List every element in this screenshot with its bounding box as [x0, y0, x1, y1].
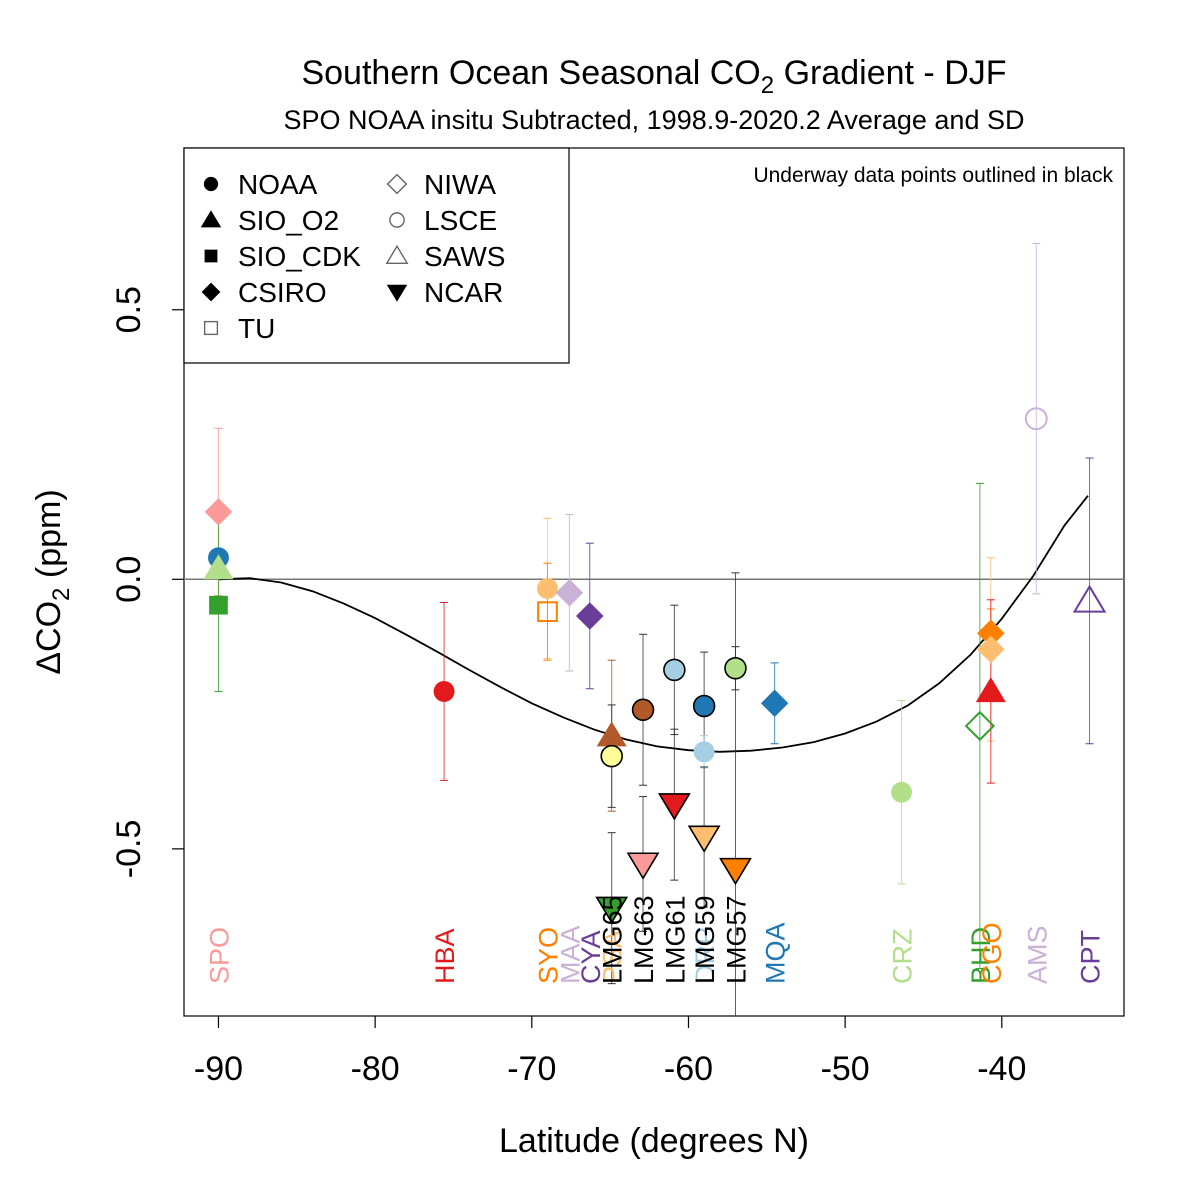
underway-annotation: Underway data points outlined in black: [753, 164, 1113, 187]
data-point-psa-10: [600, 744, 623, 768]
x-tick-label-3: -60: [664, 1050, 713, 1088]
data-point-syo-5: [537, 578, 558, 599]
legend-symbol-niwa: [386, 173, 408, 195]
chart-title: Southern Ocean Seasonal CO2 Gradient - D…: [301, 54, 1006, 99]
data-point-lmg57-20: [719, 857, 752, 886]
site-label-bhd: BHD: [966, 927, 996, 984]
data-point-lmg63-12: [631, 698, 655, 722]
x-axis-label: Latitude (degrees N): [499, 1122, 809, 1160]
site-label-crz: CRZ: [888, 929, 918, 985]
legend-label-sio_cdk: SIO_CDK: [238, 241, 361, 272]
legend-symbol-ncar: [386, 284, 408, 302]
data-point-syo-6: [537, 601, 558, 623]
data-point-maa-7: [555, 579, 584, 607]
plot-frame: [183, 147, 1125, 1017]
legend-symbol-tu: [203, 320, 219, 336]
chart-title-suffix: Gradient - DJF: [774, 54, 1006, 92]
legend-symbol-csiro: [201, 282, 221, 302]
data-point-mqa-21: [760, 689, 789, 718]
legend-label-tu: TU: [238, 313, 275, 344]
data-point-cgo-26: [975, 677, 1006, 703]
legend-label-csiro: CSIRO: [238, 277, 327, 308]
data-point-cgo-24: [977, 619, 1005, 647]
data-point-lmg63-13: [626, 852, 660, 880]
y-axis-label-suffix: (ppm): [30, 489, 68, 587]
legend-label-niwa: NIWA: [424, 169, 496, 200]
site-label-lmg63: LMG63: [629, 895, 659, 984]
legend-box: [183, 147, 570, 364]
x-tick-label-5: -40: [977, 1050, 1026, 1088]
data-point-lmg61-15: [657, 793, 691, 821]
site-label-syo: SYO: [534, 927, 564, 984]
y-tick-label-0: -0.5: [110, 820, 148, 879]
site-label-ams: AMS: [1022, 925, 1052, 984]
y-tick-label-2: 0.5: [110, 286, 148, 333]
data-point-drp-17: [693, 741, 715, 763]
data-point-spo-2: [203, 554, 234, 580]
data-point-lmg61-14: [663, 658, 686, 682]
legend-label-lsce: LSCE: [424, 205, 497, 236]
data-point-cya-8: [576, 602, 604, 630]
legend-symbol-sio_cdk: [204, 249, 218, 263]
site-label-lmg65: LMG65: [598, 895, 628, 984]
data-point-crz-22: [891, 781, 912, 803]
legend-symbol-sio_o2: [200, 210, 222, 228]
site-label-hba: HBA: [430, 928, 460, 984]
data-point-cpt-28: [1072, 584, 1107, 613]
site-label-lmg61: LMG61: [660, 895, 690, 984]
site-label-mqa: MQA: [761, 922, 791, 984]
data-point-ams-27: [1024, 407, 1048, 431]
x-tick-label-1: -80: [351, 1050, 400, 1088]
data-point-spo-1: [204, 498, 233, 526]
data-point-bhd-23: [964, 710, 996, 742]
legend-label-saws: SAWS: [424, 241, 505, 272]
site-label-cya: CYA: [576, 930, 606, 984]
site-label-psa: PSA: [598, 930, 628, 984]
site-label-spo: SPO: [205, 927, 235, 984]
chart-subtitle: SPO NOAA insitu Subtracted, 1998.9-2020.…: [284, 105, 1025, 135]
y-axis-label: ΔCO2 (ppm): [30, 489, 75, 674]
data-point-psa-9: [596, 721, 627, 747]
data-point-lmg57-19: [724, 657, 747, 680]
legend-label-noaa: NOAA: [238, 169, 318, 200]
data-point-lmg59-18: [687, 825, 721, 853]
y-tick-label-1: 0.0: [110, 556, 148, 603]
chart-title-subscript: 2: [761, 72, 774, 99]
fit-curve: [218, 495, 1089, 753]
legend-symbol-lsce: [389, 212, 405, 228]
site-label-drp: DRP: [690, 927, 720, 984]
legend-label-sio_o2: SIO_O2: [238, 205, 339, 236]
x-tick-label-4: -50: [821, 1050, 870, 1088]
site-label-lmg57: LMG57: [722, 895, 752, 984]
legend-label-ncar: NCAR: [424, 277, 503, 308]
y-axis-label-subscript: 2: [48, 588, 75, 601]
data-point-hba-4: [433, 680, 455, 702]
data-point-cgo-25: [977, 635, 1005, 664]
data-point-spo-3: [209, 595, 228, 615]
y-axis-label-main: ΔCO: [30, 601, 68, 675]
site-label-cgo: CGO: [977, 922, 1007, 984]
data-point-lmg65-11: [595, 896, 629, 925]
legend-symbol-noaa: [203, 176, 219, 192]
x-tick-label-2: -70: [507, 1050, 556, 1088]
site-label-maa: MAA: [555, 925, 585, 984]
site-label-cpt: CPT: [1076, 930, 1106, 984]
site-label-lmg59: LMG59: [690, 895, 720, 984]
chart-title-main: Southern Ocean Seasonal CO: [301, 54, 760, 92]
legend-symbol-saws: [385, 244, 409, 265]
data-point-drp-16: [692, 694, 716, 718]
x-tick-label-0: -90: [194, 1050, 243, 1088]
